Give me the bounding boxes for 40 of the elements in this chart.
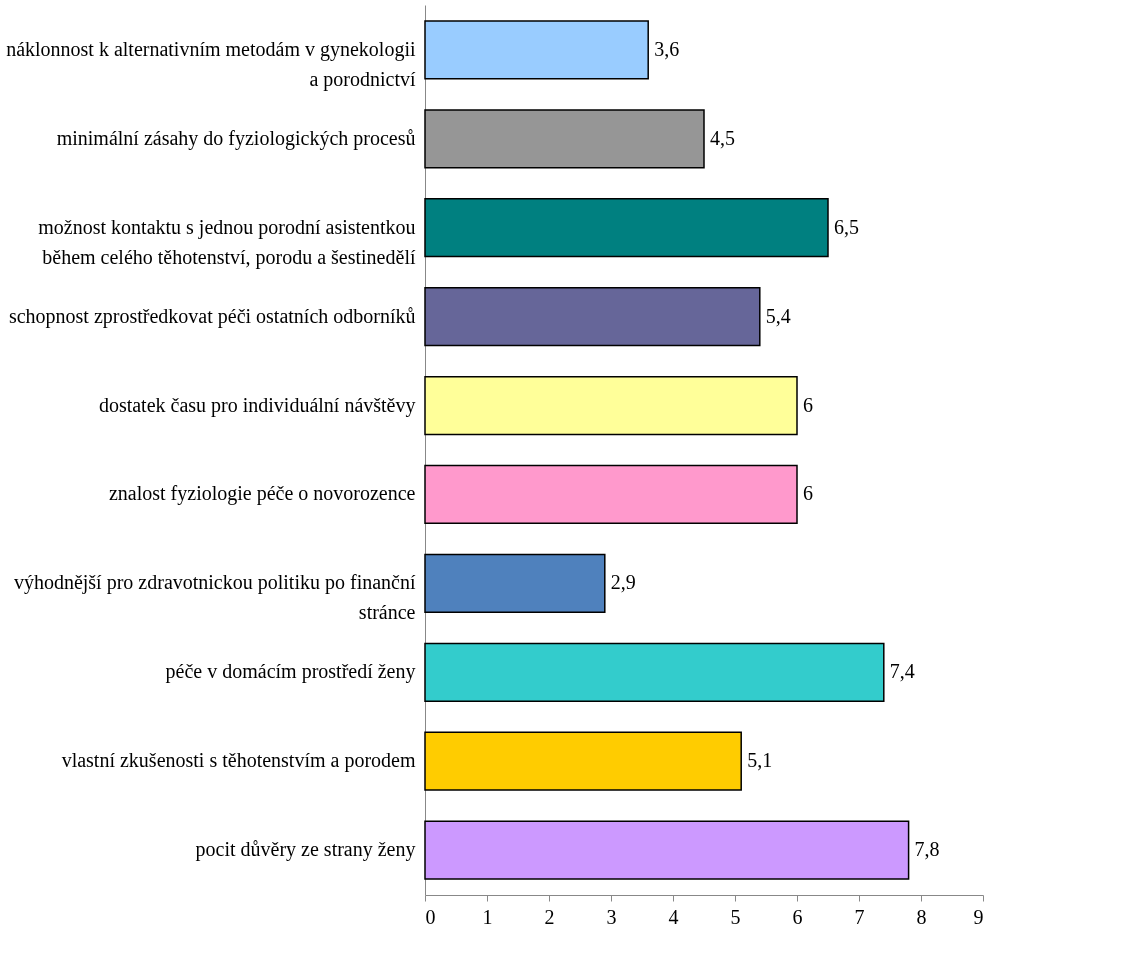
y-tick-label: minimální zásahy do fyziologických procesů (56, 126, 416, 150)
x-tick-label: 5 (730, 905, 741, 928)
x-tick-label: 2 (544, 905, 555, 928)
bar (424, 642, 885, 702)
x-tick-label: 1 (482, 905, 493, 928)
x-tick-label: 3 (606, 905, 617, 928)
bar (424, 553, 606, 614)
x-tick-label: 0 (425, 905, 436, 928)
x-tick-label: 7 (854, 905, 865, 928)
x-tick-label: 9 (973, 905, 984, 928)
data-label: 6,5 (834, 215, 859, 238)
data-label: 6 (803, 482, 813, 505)
x-tick-label: 4 (668, 905, 679, 928)
y-tick-label: schopnost zprostředkovat péči ostatních odborníků (8, 304, 416, 328)
y-tick-label: dostatek času pro individuální návštěvy (98, 393, 416, 417)
x-tick-label: 6 (792, 905, 803, 928)
bar (424, 820, 910, 880)
data-label: 4,5 (710, 126, 735, 149)
data-label: 2,9 (610, 571, 636, 594)
bar (424, 731, 742, 791)
data-label: 3,6 (654, 37, 680, 60)
y-tick-label: možnost kontaktu s jednou porodní asistentkou během celého těhotenství, porodu a šestinedělí (38, 215, 416, 269)
bar (424, 109, 705, 169)
y-tick-label: pocit důvěry ze strany ženy (195, 838, 416, 862)
bar (424, 198, 829, 258)
data-label: 6 (803, 393, 813, 416)
data-label: 5,1 (747, 749, 773, 772)
bar (424, 375, 798, 436)
y-tick-label: výhodnější pro zdravotnickou politiku po finanční stránce (13, 571, 416, 624)
data-label: 5,4 (765, 304, 791, 327)
data-label: 7,8 (914, 838, 940, 861)
y-tick-label: péče v domácím prostředí ženy (165, 660, 416, 684)
bar (424, 286, 761, 347)
y-tick-label: znalost fyziologie péče o novorozence (108, 482, 416, 506)
y-tick-label: náklonnost k alternativním metodám v gynekologii a porodnictví (6, 37, 416, 91)
y-tick-label: vlastní zkušenosti s těhotenstvím a porodem (61, 749, 416, 773)
bar (424, 20, 649, 80)
data-label: 7,4 (889, 660, 915, 683)
bar (424, 464, 798, 525)
x-tick-label: 8 (916, 905, 927, 928)
